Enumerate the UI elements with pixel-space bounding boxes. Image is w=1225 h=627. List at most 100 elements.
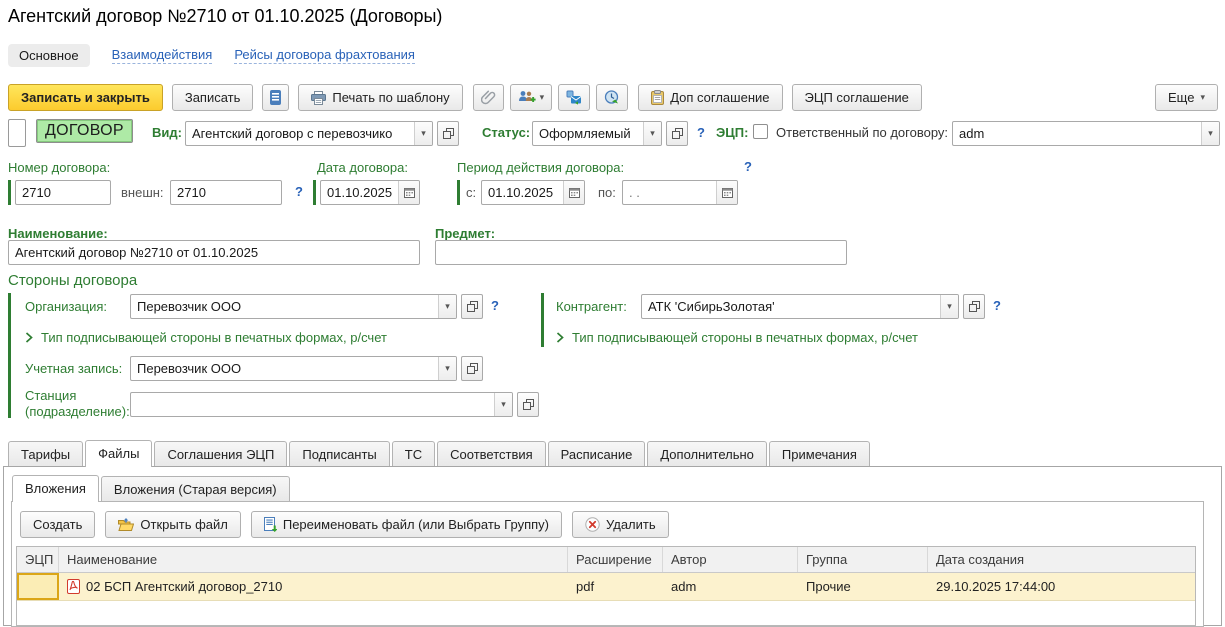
status-open-button[interactable] bbox=[666, 121, 688, 146]
nav-tab-interactions[interactable]: Взаимодействия bbox=[111, 46, 213, 64]
kind-combo[interactable]: Агентский договор с перевозчико ▾ bbox=[185, 121, 433, 146]
agreement-icon bbox=[651, 90, 665, 105]
period-help[interactable]: ? bbox=[744, 159, 752, 174]
attachments-groupbox: Создать Открыть файл Переименовать файл … bbox=[11, 501, 1204, 627]
calendar-icon[interactable] bbox=[398, 181, 419, 204]
organization-open-button[interactable] bbox=[461, 294, 483, 319]
add-contact-button[interactable]: ▾ bbox=[509, 84, 553, 111]
refresh-history-button[interactable] bbox=[596, 84, 629, 111]
account-label: Учетная запись: bbox=[25, 361, 123, 376]
period-label: Период действия договора: bbox=[457, 160, 625, 175]
subject-input[interactable] bbox=[435, 240, 847, 265]
dropdown-icon[interactable]: ▾ bbox=[438, 357, 456, 380]
more-caret-icon: ▾ bbox=[1200, 92, 1205, 102]
station-label: Станция (подразделение): bbox=[25, 388, 130, 419]
account-open-button[interactable] bbox=[461, 356, 483, 381]
dropdown-icon[interactable]: ▾ bbox=[494, 393, 512, 416]
tab-correspondences[interactable]: Соответствия bbox=[437, 441, 546, 467]
name-label: Наименование: bbox=[8, 226, 108, 241]
chevron-right-icon bbox=[25, 332, 33, 343]
responsible-combo[interactable]: adm ▾ bbox=[952, 121, 1220, 146]
delete-button[interactable]: Удалить bbox=[572, 511, 669, 538]
print-template-button[interactable]: Печать по шаблону bbox=[298, 84, 463, 111]
attachments-table: ЭЦП Наименование Расширение Автор Группа… bbox=[16, 546, 1196, 626]
rename-file-button[interactable]: Переименовать файл (или Выбрать Группу) bbox=[250, 511, 562, 538]
tab-notes[interactable]: Примечания bbox=[768, 441, 870, 467]
marker-box[interactable] bbox=[8, 119, 26, 147]
save-button[interactable]: Записать bbox=[171, 84, 254, 111]
organization-combo[interactable]: Перевозчик ООО ▾ bbox=[130, 294, 457, 319]
contragent-help[interactable]: ? bbox=[993, 298, 1001, 313]
open-form-icon bbox=[968, 301, 980, 312]
open-form-icon bbox=[466, 363, 478, 374]
station-combo[interactable]: ▾ bbox=[130, 392, 513, 417]
open-form-icon bbox=[522, 399, 534, 410]
subtab-attachments[interactable]: Вложения bbox=[12, 475, 99, 502]
parties-right-accent-bar bbox=[541, 293, 544, 347]
dropdown-icon[interactable]: ▾ bbox=[940, 295, 958, 318]
contragent-combo[interactable]: АТК 'СибирьЗолотая' ▾ bbox=[641, 294, 959, 319]
create-button[interactable]: Создать bbox=[20, 511, 96, 538]
column-header-group[interactable]: Группа bbox=[798, 547, 928, 572]
number-accent-bar bbox=[8, 180, 11, 205]
period-accent-bar bbox=[457, 180, 460, 205]
tab-signers[interactable]: Подписанты bbox=[289, 441, 390, 467]
nav-tab-main[interactable]: Основное bbox=[8, 43, 90, 67]
contragent-signer-type-toggle[interactable]: Тип подписывающей стороны в печатных фор… bbox=[556, 330, 918, 345]
table-row[interactable]: 02 БСП Агентский договор_2710 pdf adm Пр… bbox=[17, 573, 1195, 601]
ecp-checkbox[interactable] bbox=[753, 124, 768, 139]
page-title: Агентский договор №2710 от 01.10.2025 (Д… bbox=[8, 6, 443, 26]
chevron-right-icon bbox=[556, 332, 564, 343]
status-combo[interactable]: Оформляемый ▾ bbox=[532, 121, 662, 146]
dropdown-icon[interactable]: ▾ bbox=[438, 295, 456, 318]
paperclip-icon bbox=[480, 90, 496, 106]
nav-tab-voyages[interactable]: Рейсы договора фрахтования bbox=[234, 46, 415, 64]
period-from-input[interactable]: 01.10.2025 bbox=[481, 180, 585, 205]
org-signer-type-toggle[interactable]: Тип подписывающей стороны в печатных фор… bbox=[25, 330, 387, 345]
date-input[interactable]: 01.10.2025 bbox=[320, 180, 420, 205]
row-ecp-cell[interactable] bbox=[17, 573, 59, 600]
number-input[interactable]: 2710 bbox=[15, 180, 111, 205]
tab-ts[interactable]: ТС bbox=[391, 441, 436, 467]
calendar-icon[interactable] bbox=[716, 181, 737, 204]
ecp-agreement-button[interactable]: ЭЦП соглашение bbox=[791, 84, 922, 111]
related-documents-button[interactable] bbox=[262, 84, 290, 111]
save-and-close-button[interactable]: Записать и закрыть bbox=[8, 84, 163, 111]
account-combo[interactable]: Перевозчик ООО ▾ bbox=[130, 356, 457, 381]
station-open-button[interactable] bbox=[517, 392, 539, 417]
dropdown-icon[interactable]: ▾ bbox=[643, 122, 661, 145]
column-header-author[interactable]: Автор bbox=[663, 547, 798, 572]
kind-open-button[interactable] bbox=[437, 121, 459, 146]
dop-agreement-button[interactable]: Доп соглашение bbox=[638, 84, 783, 111]
subtab-attachments-old[interactable]: Вложения (Старая версия) bbox=[100, 476, 290, 502]
tab-schedule[interactable]: Расписание bbox=[547, 441, 646, 467]
external-number-input[interactable]: 2710 bbox=[170, 180, 282, 205]
contragent-open-button[interactable] bbox=[963, 294, 985, 319]
dropdown-icon[interactable]: ▾ bbox=[414, 122, 432, 145]
parties-left-accent-bar bbox=[8, 293, 11, 418]
attach-file-button[interactable] bbox=[472, 84, 504, 111]
pdf-file-icon bbox=[67, 579, 80, 594]
column-header-created[interactable]: Дата создания bbox=[936, 552, 1025, 567]
send-email-button[interactable] bbox=[558, 84, 591, 111]
open-file-button[interactable]: Открыть файл bbox=[105, 511, 241, 538]
more-button[interactable]: Еще ▾ bbox=[1155, 84, 1218, 111]
column-header-extension[interactable]: Расширение bbox=[568, 547, 663, 572]
tab-files[interactable]: Файлы bbox=[85, 440, 153, 467]
tab-ecp-agreements[interactable]: Соглашения ЭЦП bbox=[154, 441, 288, 467]
calendar-icon[interactable] bbox=[563, 181, 584, 204]
status-help[interactable]: ? bbox=[697, 125, 705, 140]
date-accent-bar bbox=[313, 180, 316, 205]
row-created-cell: 29.10.2025 17:44:00 bbox=[936, 579, 1056, 594]
name-input[interactable]: Агентский договор №2710 от 01.10.2025 bbox=[8, 240, 420, 265]
dropdown-icon: ▾ bbox=[539, 92, 545, 102]
number-help[interactable]: ? bbox=[295, 184, 303, 199]
dropdown-icon[interactable]: ▾ bbox=[1201, 122, 1219, 145]
ecp-label: ЭЦП: bbox=[716, 125, 749, 140]
period-to-input[interactable]: . . bbox=[622, 180, 738, 205]
tab-tariffs[interactable]: Тарифы bbox=[8, 441, 84, 467]
organization-help[interactable]: ? bbox=[491, 298, 499, 313]
column-header-ecp[interactable]: ЭЦП bbox=[17, 547, 59, 572]
column-header-name[interactable]: Наименование bbox=[59, 547, 568, 572]
tab-additional[interactable]: Дополнительно bbox=[647, 441, 767, 467]
